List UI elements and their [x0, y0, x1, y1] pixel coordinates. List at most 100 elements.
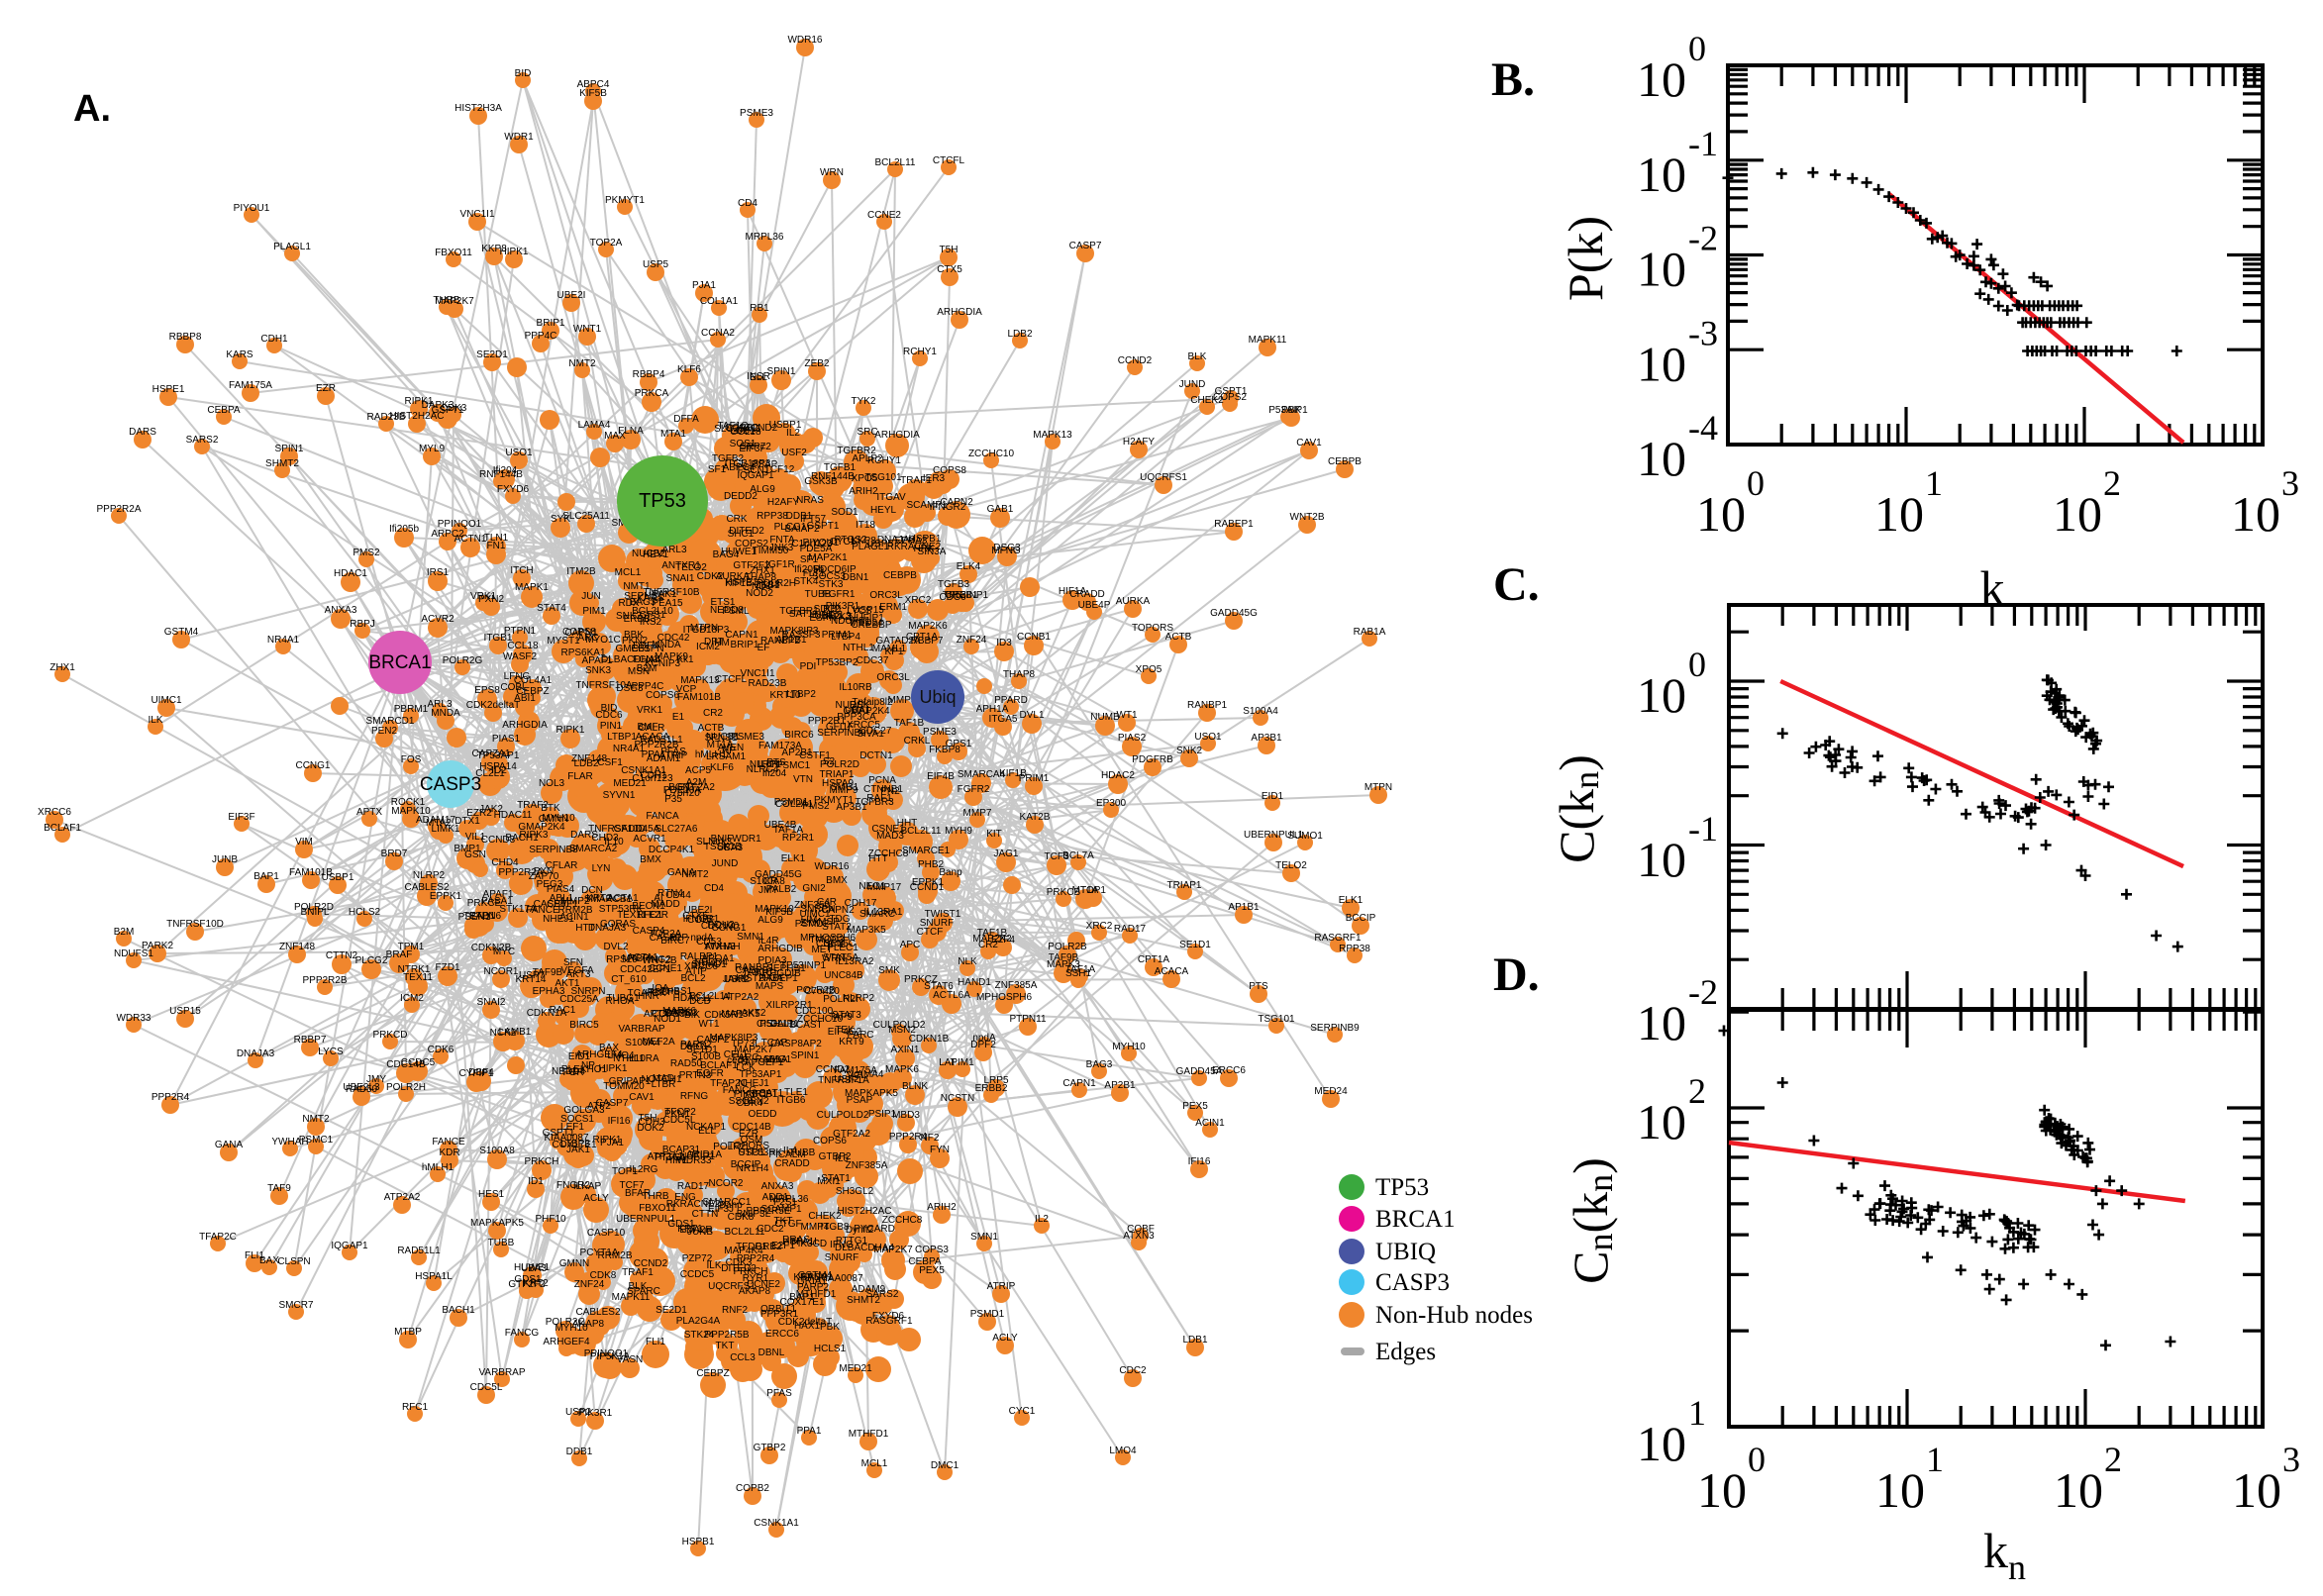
svg-text:SMARCC1: SMARCC1 — [703, 1197, 752, 1208]
svg-text:UNC84B: UNC84B — [824, 970, 863, 981]
svg-text:LYCS: LYCS — [318, 1047, 344, 1057]
svg-text:MYH10: MYH10 — [1112, 1042, 1146, 1052]
svg-text:IL2: IL2 — [1035, 1214, 1049, 1225]
svg-text:LEF1: LEF1 — [560, 1122, 584, 1133]
svg-text:LTBP2: LTBP2 — [786, 689, 816, 700]
svg-text:VIL1: VIL1 — [465, 832, 486, 843]
svg-text:RB1: RB1 — [750, 303, 769, 314]
svg-text:HM: HM — [714, 638, 730, 648]
svg-text:CT_610: CT_610 — [611, 974, 647, 985]
svg-text:BCAST: BCAST — [789, 1020, 822, 1031]
svg-text:GMNN: GMNN — [539, 814, 569, 825]
svg-text:CAV1: CAV1 — [629, 1092, 655, 1103]
svg-text:PLCG2: PLCG2 — [355, 955, 388, 966]
svg-text:TRAF1: TRAF1 — [622, 1267, 654, 1278]
svg-text:SMARCA2: SMARCA2 — [569, 844, 618, 854]
svg-text:MPHOSPH6: MPHOSPH6 — [976, 992, 1033, 1003]
svg-text:CEBPB: CEBPB — [1328, 456, 1362, 467]
svg-text:CSF1: CSF1 — [597, 757, 623, 768]
svg-text:RAD50: RAD50 — [346, 1084, 378, 1095]
svg-text:B2M: B2M — [114, 927, 135, 938]
svg-text:IFI16: IFI16 — [608, 1116, 631, 1127]
svg-text:TFDP1: TFDP1 — [736, 1242, 767, 1252]
svg-text:RAD51L1: RAD51L1 — [397, 1246, 441, 1256]
svg-text:TRIAP1: TRIAP1 — [1166, 880, 1201, 891]
svg-text:BTK: BTK — [541, 803, 560, 814]
svg-text:JUND: JUND — [1179, 379, 1206, 390]
svg-text:AP2B1: AP2B1 — [1104, 1080, 1136, 1091]
svg-text:GPS1: GPS1 — [946, 739, 972, 749]
svg-text:NR4A1: NR4A1 — [267, 635, 300, 646]
svg-text:P35: P35 — [664, 794, 682, 805]
svg-text:FOS: FOS — [401, 754, 422, 765]
svg-text:SUMO1: SUMO1 — [1287, 831, 1323, 842]
svg-text:VARBRAP: VARBRAP — [478, 1367, 525, 1378]
svg-text:GTBP2: GTBP2 — [754, 1443, 786, 1453]
svg-text:UBE4P: UBE4P — [1078, 600, 1111, 611]
svg-text:MED24: MED24 — [1314, 1086, 1348, 1097]
svg-text:SPARC: SPARC — [627, 1286, 660, 1297]
svg-text:NHEJ1: NHEJ1 — [738, 1078, 769, 1089]
svg-text:ZEB2: ZEB2 — [804, 358, 829, 369]
svg-text:MMP17: MMP17 — [867, 882, 902, 893]
svg-text:SPIN1: SPIN1 — [275, 444, 304, 454]
svg-text:C1orf123: C1orf123 — [791, 539, 833, 549]
svg-text:RAB1A: RAB1A — [1354, 627, 1386, 638]
svg-text:CAV1: CAV1 — [1296, 438, 1322, 449]
svg-text:ACTL6A: ACTL6A — [933, 990, 970, 1001]
svg-text:MCL1: MCL1 — [615, 567, 642, 578]
svg-text:PPP4C: PPP4C — [632, 681, 664, 692]
svg-text:ENG: ENG — [674, 1192, 696, 1203]
svg-text:VCL: VCL — [847, 1070, 866, 1081]
svg-text:C7orf20: C7orf20 — [804, 986, 840, 997]
svg-text:MAPK6: MAPK6 — [885, 1064, 919, 1075]
svg-text:DVL1: DVL1 — [1019, 710, 1044, 721]
svg-text:PIYOU1: PIYOU1 — [234, 203, 270, 214]
svg-text:SARS2: SARS2 — [186, 435, 219, 446]
svg-text:WNT1: WNT1 — [573, 324, 602, 335]
svg-text:ILKAP: ILKAP — [573, 1181, 602, 1192]
svg-text:CD4: CD4 — [738, 198, 758, 209]
svg-text:USP5: USP5 — [643, 259, 669, 270]
svg-text:IRS1: IRS1 — [427, 567, 450, 578]
svg-text:GORAS: GORAS — [600, 919, 636, 930]
svg-text:DBNL: DBNL — [758, 1347, 785, 1358]
svg-text:PDI: PDI — [800, 661, 817, 672]
svg-text:CTGF: CTGF — [774, 1219, 801, 1230]
svg-text:PJA1: PJA1 — [692, 280, 716, 291]
svg-text:MNDA: MNDA — [431, 708, 460, 719]
svg-text:TFAP2C: TFAP2C — [199, 1232, 237, 1243]
svg-text:BMX: BMX — [640, 854, 661, 865]
svg-text:PEX5: PEX5 — [919, 1265, 945, 1276]
svg-text:FLNA: FLNA — [618, 426, 644, 437]
svg-text:BLK: BLK — [1188, 351, 1207, 362]
svg-text:MEF2A: MEF2A — [642, 1037, 675, 1047]
svg-text:GNI2: GNI2 — [802, 883, 826, 894]
svg-text:FLI1: FLI1 — [646, 1337, 665, 1347]
svg-text:HEYL: HEYL — [870, 505, 897, 516]
svg-text:STAT5A: STAT5A — [823, 952, 859, 963]
svg-text:PRKCZ: PRKCZ — [904, 974, 938, 985]
svg-text:RFNG: RFNG — [680, 1091, 709, 1102]
svg-text:EIF3F: EIF3F — [228, 812, 254, 823]
svg-text:CASP9: CASP9 — [736, 965, 768, 976]
svg-text:MAPK13: MAPK13 — [1033, 430, 1072, 441]
svg-text:PRKCE: PRKCE — [467, 898, 502, 909]
svg-text:COPS8: COPS8 — [933, 465, 966, 476]
svg-text:MAP3K5: MAP3K5 — [847, 925, 886, 936]
svg-text:TKT: TKT — [716, 1341, 735, 1351]
svg-text:ARHGDIA: ARHGDIA — [502, 720, 548, 731]
svg-text:SOS1: SOS1 — [730, 439, 757, 449]
svg-text:SLC25A11: SLC25A11 — [562, 511, 610, 522]
svg-text:PIAS2: PIAS2 — [1118, 733, 1147, 744]
svg-text:CCNE2: CCNE2 — [867, 210, 901, 221]
svg-text:SNRPN: SNRPN — [570, 986, 605, 997]
svg-text:Kk1: Kk1 — [676, 654, 694, 665]
svg-text:SMN1: SMN1 — [970, 1232, 998, 1243]
svg-text:ZNF148: ZNF148 — [279, 942, 316, 952]
svg-text:ANXA3: ANXA3 — [325, 605, 357, 616]
svg-text:CALR: CALR — [639, 723, 665, 734]
svg-text:SYVN1: SYVN1 — [603, 790, 636, 801]
svg-text:CDK2: CDK2 — [697, 571, 724, 582]
svg-text:PARC: PARC — [732, 1052, 758, 1063]
